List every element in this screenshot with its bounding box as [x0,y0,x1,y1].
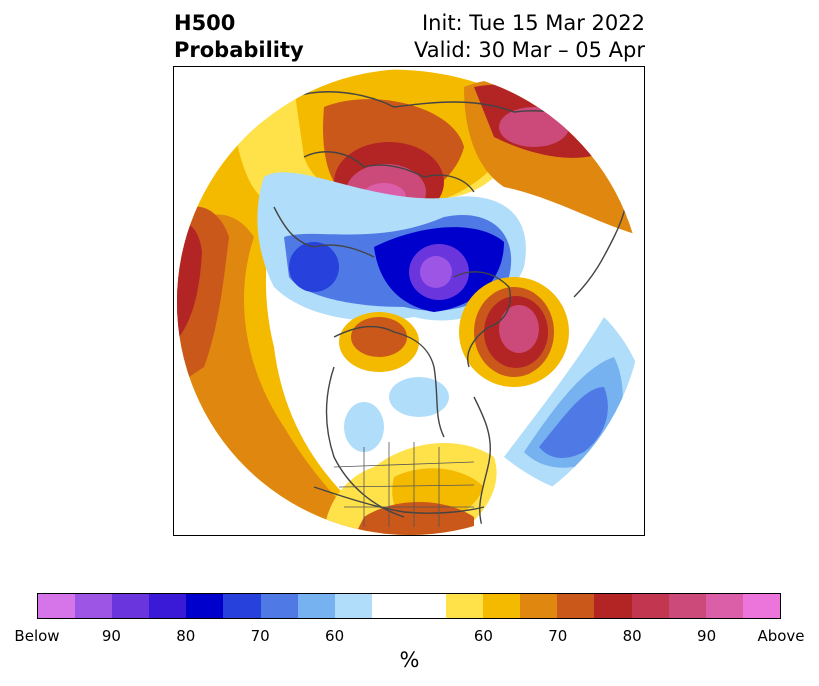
valid-range: Valid: 30 Mar – 05 Apr [414,38,645,62]
colorbar-segment [371,594,409,618]
colorbar-segment [742,594,780,618]
colorbar-segment [149,594,187,618]
date-block: Init: Tue 15 Mar 2022 Valid: 30 Mar – 05… [414,10,645,64]
colorbar-segment [557,594,595,618]
colorbar-segment [446,594,484,618]
colorbar-tick-label: Below [14,627,60,645]
colorbar-segment [38,594,76,618]
colorbar-segment [260,594,298,618]
atlantic-below-core [539,387,608,459]
colorbar-tick-label: 80 [176,627,196,645]
colorbar-tick-label: 70 [548,627,568,645]
colorbar-ticks: Below 90 80 70 60 60 70 80 90 Above [0,627,819,647]
colorbar-segment [631,594,669,618]
colorbar-tick-label: Above [757,627,805,645]
colorbar-segment [186,594,224,618]
colorbar-tick-label: 80 [622,627,642,645]
colorbar-segment [223,594,261,618]
colorbar-segment [75,594,113,618]
probability-map [173,66,645,536]
arctic-below-top [420,256,452,288]
colorbar-segment [483,594,521,618]
colorbar-tick-label: 60 [473,627,493,645]
title-product: Probability [174,38,304,62]
colorbar-segment [408,594,447,618]
init-date: Init: Tue 15 Mar 2022 [421,11,645,35]
map-canvas [177,69,643,535]
state-borders [333,442,475,527]
title-block: H500 Probability [174,10,304,64]
siberia-below [289,242,339,292]
colorbar-segment [112,594,150,618]
colorbar-segment [594,594,632,618]
colorbar-unit-label: % [399,648,420,672]
east-asia-above-peak [499,107,569,147]
colorbar-tick-label: 90 [697,627,717,645]
colorbar-segment [520,594,558,618]
colorbar-tick-label: 90 [101,627,121,645]
hudson-above-core [351,317,407,357]
colorbar-segment [297,594,335,618]
colorbar-segment [334,594,372,618]
colorbar-segment [668,594,706,618]
greenland-above-peak [499,305,539,353]
colorbar-tick-label: 60 [325,627,345,645]
colorbar-segment [705,594,743,618]
title-variable: H500 [174,11,236,35]
colorbar-tick-label: 70 [250,627,270,645]
colorbar [37,593,781,619]
west-us-below [344,402,384,452]
canada-below [389,377,449,417]
